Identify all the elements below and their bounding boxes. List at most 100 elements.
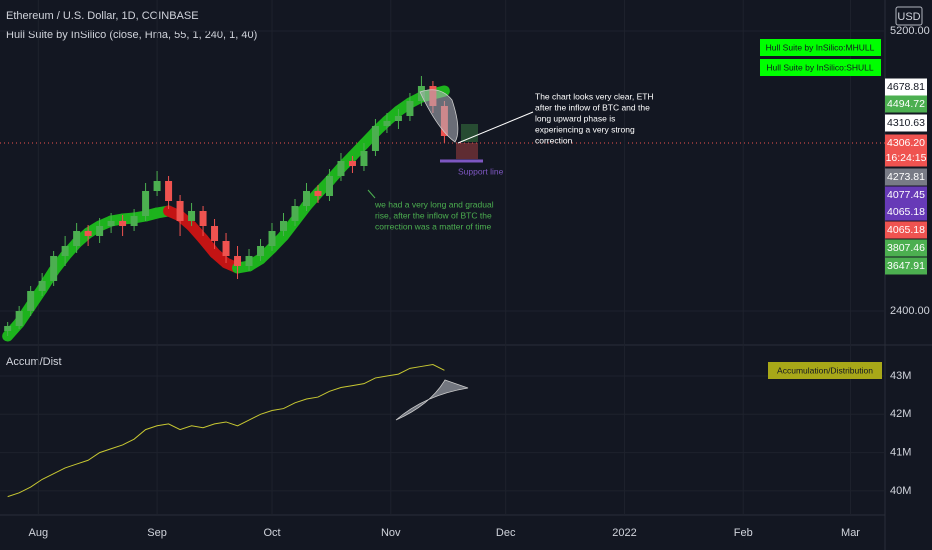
candle-body — [291, 206, 299, 221]
candle-body — [119, 221, 127, 226]
candle-body — [96, 226, 104, 236]
annotation: The chart looks very clear, ETH — [535, 91, 654, 101]
candle-body — [61, 246, 69, 256]
candle-body — [27, 291, 35, 311]
drawing-box — [456, 143, 478, 159]
y-tick-label: 42M — [890, 408, 911, 420]
legend-box — [760, 39, 881, 56]
legend-label: Hull Suite by InSilico:SHULL — [766, 62, 874, 72]
candle-body — [142, 191, 150, 216]
candle-body — [302, 191, 310, 206]
legend-box — [760, 59, 881, 76]
ad-legend: Accumulation/Distribution — [777, 365, 873, 375]
candle-body — [314, 191, 322, 196]
candle-body — [257, 246, 265, 256]
annotation: rise, after the inflow of BTC the — [375, 210, 492, 220]
candle-body — [199, 211, 207, 226]
candle-body — [394, 116, 402, 121]
y-tick-label: 5200.00 — [890, 25, 930, 37]
x-tick-label: Aug — [29, 527, 49, 539]
price-tag-label: 3807.46 — [887, 242, 925, 254]
price-tag-label: 4077.45 — [887, 189, 925, 201]
annotation: we had a very long and gradual — [374, 199, 494, 209]
indicator-title: Hull Suite by InSilico (close, Hma, 55, … — [6, 29, 257, 41]
candle-body — [222, 241, 230, 256]
candle-body — [165, 181, 173, 201]
candle-body — [15, 311, 23, 326]
price-tag-label: 3647.91 — [887, 260, 925, 272]
candle-body — [188, 211, 196, 221]
price-tag-label: 16:24:15 — [886, 152, 927, 164]
y-tick-label: 43M — [890, 370, 911, 382]
candle-body — [153, 181, 161, 191]
candle-body — [406, 101, 414, 116]
candle-body — [371, 126, 379, 151]
price-tag — [885, 168, 927, 186]
drawing-shape — [419, 89, 459, 143]
price-tag — [885, 239, 927, 257]
x-tick-label: 2022 — [612, 527, 636, 539]
candle-body — [348, 161, 356, 166]
price-tag — [885, 257, 927, 275]
candle-body — [360, 151, 368, 166]
candle-body — [50, 256, 58, 281]
x-tick-label: Nov — [381, 527, 401, 539]
drawing-box — [461, 124, 478, 142]
annotation-arrow — [367, 189, 376, 199]
price-tag-label: 4306.20 — [887, 137, 925, 149]
currency-box[interactable] — [895, 6, 923, 26]
candle-body — [325, 176, 333, 196]
price-tag-label: 4273.81 — [887, 171, 925, 183]
annotation: long upward phase is — [535, 113, 615, 123]
candle-body — [245, 256, 253, 266]
price-tag-label: 4310.63 — [887, 117, 925, 129]
candle-body — [268, 231, 276, 246]
candle-body — [337, 161, 345, 176]
candle-body — [38, 281, 46, 291]
price-tag-label: 4678.81 — [887, 81, 925, 93]
annotation: experiencing a very strong — [535, 124, 635, 134]
x-tick-label: Feb — [734, 527, 753, 539]
x-tick-label: Sep — [147, 527, 167, 539]
candle-body — [383, 121, 391, 126]
candle-body — [4, 326, 12, 331]
price-tag-label: 4065.18 — [887, 224, 925, 236]
candle-body — [73, 231, 81, 246]
price-tag — [885, 95, 927, 113]
candle-body — [176, 201, 184, 221]
legend-label: Hull Suite by InSilico:MHULL — [766, 42, 875, 52]
candle-body — [84, 231, 92, 236]
price-tag — [885, 186, 927, 204]
annotation-arrow — [457, 111, 534, 144]
price-tag — [885, 114, 927, 132]
y-tick-label: 2400.00 — [890, 305, 930, 317]
price-tag-label: 4494.72 — [887, 98, 925, 110]
price-tag-label: 4065.18 — [887, 206, 925, 218]
x-tick-label: Dec — [496, 527, 516, 539]
candle-body — [107, 221, 115, 226]
annotation: correction was a matter of time — [375, 221, 491, 231]
price-tag — [885, 149, 927, 167]
annotation: correction — [535, 135, 573, 145]
candle-body — [280, 221, 288, 231]
currency: USD — [897, 11, 920, 23]
price-tag — [885, 78, 927, 96]
x-tick-label: Mar — [841, 527, 860, 539]
drawing-shape — [395, 379, 469, 421]
y-tick-label: 40M — [890, 485, 911, 497]
price-tag — [885, 203, 927, 221]
ad-title: Accum/Dist — [6, 356, 62, 368]
support-label: Support line — [458, 166, 504, 176]
price-tag — [885, 134, 927, 152]
price-tag — [885, 221, 927, 239]
chart-title: Ethereum / U.S. Dollar, 1D, COINBASE — [6, 10, 199, 22]
ad-legend-box — [768, 362, 882, 379]
annotation: after the inflow of BTC and the — [535, 102, 650, 112]
candle-body — [211, 226, 219, 241]
x-tick-label: Oct — [263, 527, 280, 539]
ad-line — [7, 364, 445, 498]
candle-body — [130, 216, 138, 226]
y-tick-label: 41M — [890, 446, 911, 458]
candle-body — [234, 256, 242, 266]
